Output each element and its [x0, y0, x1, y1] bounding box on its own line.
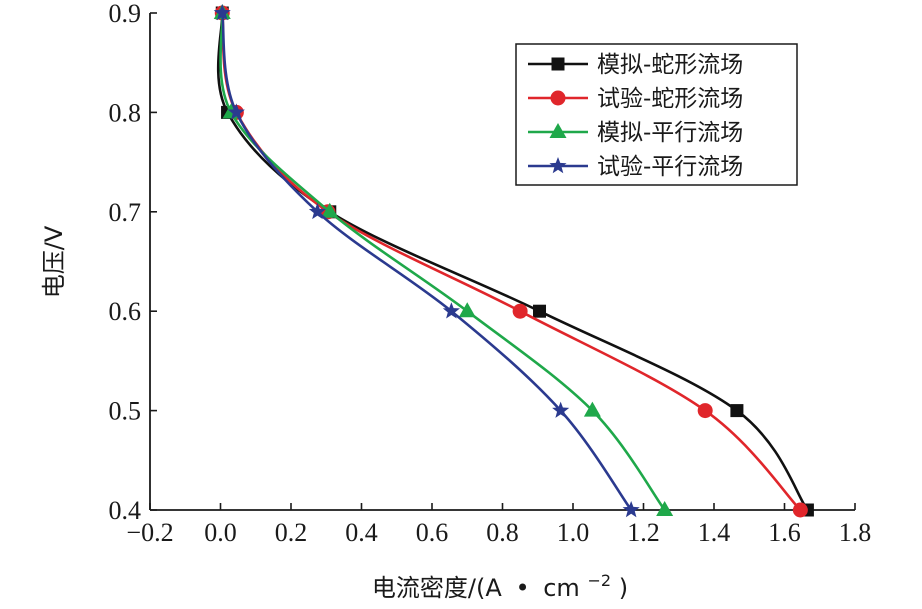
y-tick-label: 0.5	[109, 397, 142, 426]
data-point	[321, 202, 339, 218]
x-tick-label: 0.2	[275, 518, 308, 547]
y-tick-label: 0.9	[109, 0, 142, 28]
data-point	[442, 302, 460, 319]
axes: −0.2 0.0 0.2 0.4 0.6 0.8 1.0 1.2 1.4 1.6 1.8 0.4 0.5…	[109, 0, 872, 547]
y-tick-label: 0.7	[109, 198, 142, 227]
data-point	[697, 403, 713, 419]
x-tick-label: 0.8	[486, 518, 519, 547]
y-tick-label: 0.6	[109, 297, 142, 326]
x-tick-label: 1.4	[698, 518, 731, 547]
data-point	[656, 501, 674, 516]
legend-label: 试验-蛇形流场	[597, 86, 743, 112]
series-4	[213, 4, 640, 518]
data-point	[533, 304, 547, 318]
data-point	[227, 103, 245, 120]
legend-marker	[551, 57, 565, 71]
data-point	[308, 202, 326, 220]
y-tick-label: 0.8	[109, 98, 142, 127]
x-axis-title: 电流密度/(A • cm −2 )	[372, 564, 628, 602]
data-point	[213, 4, 231, 21]
x-tick-label: −0.2	[126, 518, 173, 547]
legend-marker	[549, 123, 567, 138]
x-tick-label: 0.4	[345, 518, 378, 547]
data-point	[552, 401, 570, 418]
x-axis-title-sup: −2	[587, 571, 611, 590]
legend-marker	[550, 90, 566, 106]
data-point	[583, 401, 601, 417]
legend-label: 模拟-平行流场	[597, 120, 743, 146]
y-tick-label: 0.4	[109, 496, 142, 525]
x-axis-title-close: )	[619, 574, 628, 602]
series-layer	[213, 4, 814, 518]
data-point	[458, 302, 476, 318]
data-point	[622, 501, 640, 518]
data-point	[512, 303, 528, 319]
x-tick-label: 0.0	[204, 518, 237, 547]
data-point	[792, 502, 808, 518]
legend-marker	[549, 157, 567, 174]
legend-label: 试验-平行流场	[597, 154, 743, 180]
legend-label: 模拟-蛇形流场	[597, 52, 743, 78]
x-axis-title-unit: cm	[543, 574, 580, 602]
x-axis-title-dot: •	[515, 574, 529, 602]
x-tick-label: 1.8	[839, 518, 872, 547]
x-tick-label: 1.2	[627, 518, 660, 547]
x-tick-label: 0.6	[416, 518, 449, 547]
x-tick-label: 1.6	[768, 518, 801, 547]
x-axis-title-main: 电流密度/(A	[372, 574, 502, 602]
y-axis-title: 电压/V	[40, 225, 68, 298]
x-tick-label: 1.0	[557, 518, 590, 547]
data-point	[730, 404, 744, 418]
